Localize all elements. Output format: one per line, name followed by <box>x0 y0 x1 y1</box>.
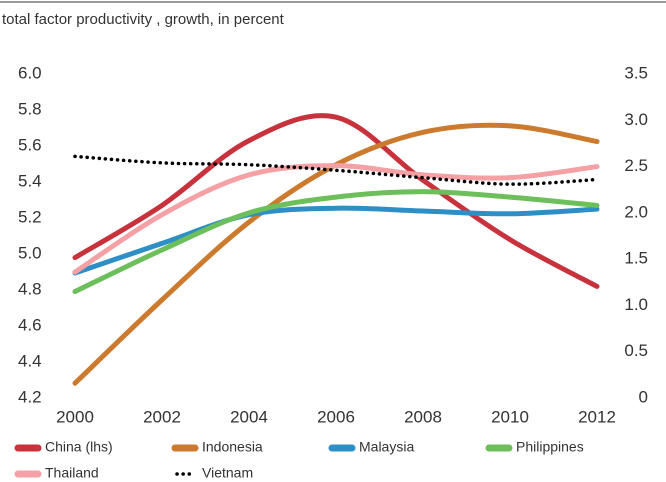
legend-label: Malaysia <box>359 439 414 455</box>
legend-label: China (lhs) <box>45 439 113 455</box>
y2-tick-label: 2.5 <box>624 156 648 175</box>
series-line <box>72 189 600 295</box>
y-tick-label: 4.2 <box>18 387 42 406</box>
x-tick-label: 2008 <box>404 407 442 426</box>
y-tick-label: 5.4 <box>18 171 42 190</box>
x-tick-label: 2012 <box>578 407 616 426</box>
x-tick-label: 2002 <box>143 407 181 426</box>
y-tick-label: 4.6 <box>18 315 42 334</box>
series-line <box>72 163 600 275</box>
y2-tick-label: 2.0 <box>624 202 648 221</box>
x-tick-label: 2000 <box>56 407 94 426</box>
legend-label: Vietnam <box>202 465 253 481</box>
y-tick-label: 4.4 <box>18 351 42 370</box>
y2-tick-label: 3.0 <box>624 110 648 129</box>
y-tick-label: 6.0 <box>18 63 42 82</box>
y2-tick-label: 1.0 <box>624 295 648 314</box>
y-tick-label: 4.8 <box>18 279 42 298</box>
series-line <box>72 113 600 289</box>
y2-tick-label: 3.5 <box>624 63 648 82</box>
y-tick-label: 5.8 <box>18 99 42 118</box>
series-line <box>73 154 599 186</box>
y-tick-label: 5.0 <box>18 243 42 262</box>
y-tick-label: 5.2 <box>18 207 42 226</box>
y2-tick-label: 0 <box>639 387 648 406</box>
series-line <box>72 205 600 276</box>
legend-label: Philippines <box>516 439 584 455</box>
x-tick-label: 2010 <box>491 407 529 426</box>
legend-label: Thailand <box>45 465 99 481</box>
y-tick-label: 5.6 <box>18 135 42 154</box>
x-tick-label: 2004 <box>230 407 268 426</box>
y2-tick-label: 0.5 <box>624 341 648 360</box>
x-tick-label: 2006 <box>317 407 355 426</box>
chart-subtitle: total factor productivity , growth, in p… <box>2 11 285 28</box>
y2-tick-label: 1.5 <box>624 249 648 268</box>
legend-label: Indonesia <box>202 439 263 455</box>
